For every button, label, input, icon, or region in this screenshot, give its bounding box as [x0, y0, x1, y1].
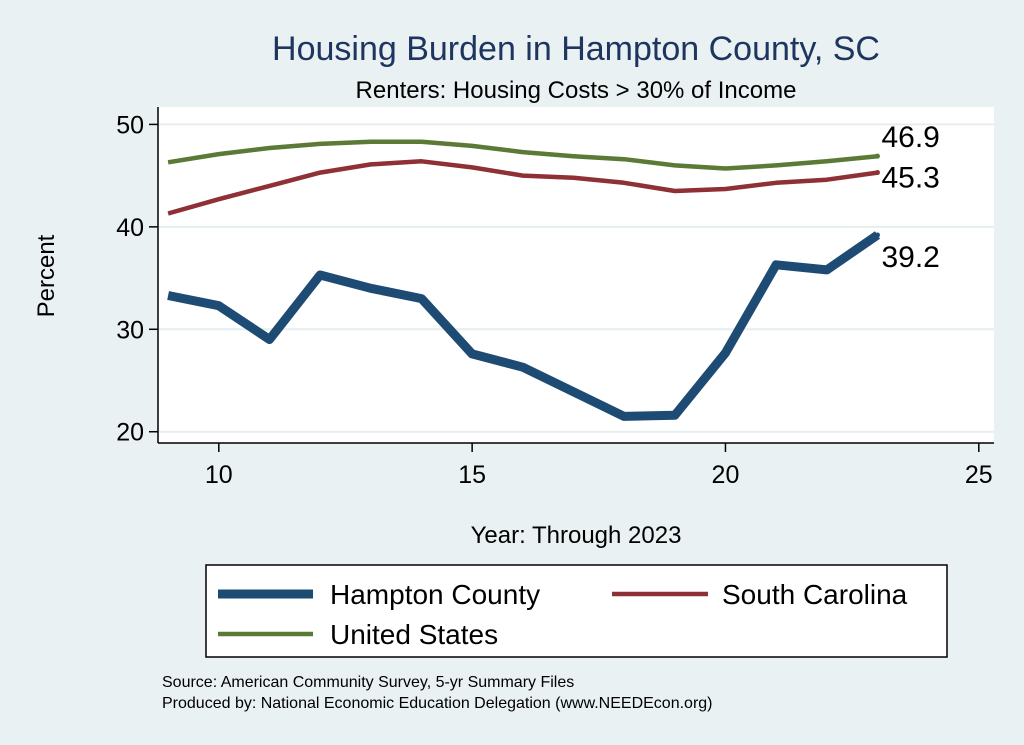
- x-tick-label: 25: [965, 461, 993, 489]
- legend-label-south-carolina: South Carolina: [722, 579, 908, 610]
- x-tick-label: 20: [712, 461, 740, 489]
- legend-label-hampton-county: Hampton County: [330, 579, 540, 610]
- y-tick-label: 30: [116, 316, 144, 344]
- series-end-point-united-states: [874, 153, 880, 159]
- chart-subtitle: Renters: Housing Costs > 30% of Income: [356, 77, 797, 104]
- x-tick-label: 15: [458, 461, 486, 489]
- y-axis-label: Percent: [33, 234, 60, 317]
- chart-title: Housing Burden in Hampton County, SC: [272, 30, 880, 68]
- y-tick-label: 20: [116, 419, 144, 447]
- end-label-south-carolina: 45.3: [881, 162, 939, 195]
- x-axis-label: Year: Through 2023: [471, 522, 682, 549]
- source-note: Source: American Community Survey, 5-yr …: [162, 674, 574, 691]
- series-line-hampton-county: [167, 231, 881, 421]
- legend-label-united-states: United States: [330, 619, 498, 650]
- y-tick-label: 40: [116, 214, 144, 242]
- end-labels: 39.2 45.3 46.9: [881, 121, 939, 274]
- series-line-united-states: [167, 139, 878, 171]
- legend-box: [205, 564, 948, 658]
- produced-by-note: Produced by: National Economic Education…: [162, 695, 713, 712]
- plot-area: [158, 107, 994, 443]
- gridlines: [158, 123, 994, 433]
- series-end-point-hampton-county: [874, 232, 880, 238]
- end-label-united-states: 46.9: [881, 121, 939, 154]
- x-tick-label: 10: [205, 461, 233, 489]
- axes: 20 30 40 50 10 15 20 25: [116, 107, 994, 489]
- end-label-hampton-county: 39.2: [881, 241, 939, 274]
- series-line-south-carolina: [167, 159, 878, 216]
- series-group: [167, 139, 881, 421]
- y-tick-label: 50: [116, 111, 144, 139]
- legend: Hampton County South Carolina United State…: [218, 579, 908, 650]
- series-end-point-south-carolina: [874, 170, 880, 176]
